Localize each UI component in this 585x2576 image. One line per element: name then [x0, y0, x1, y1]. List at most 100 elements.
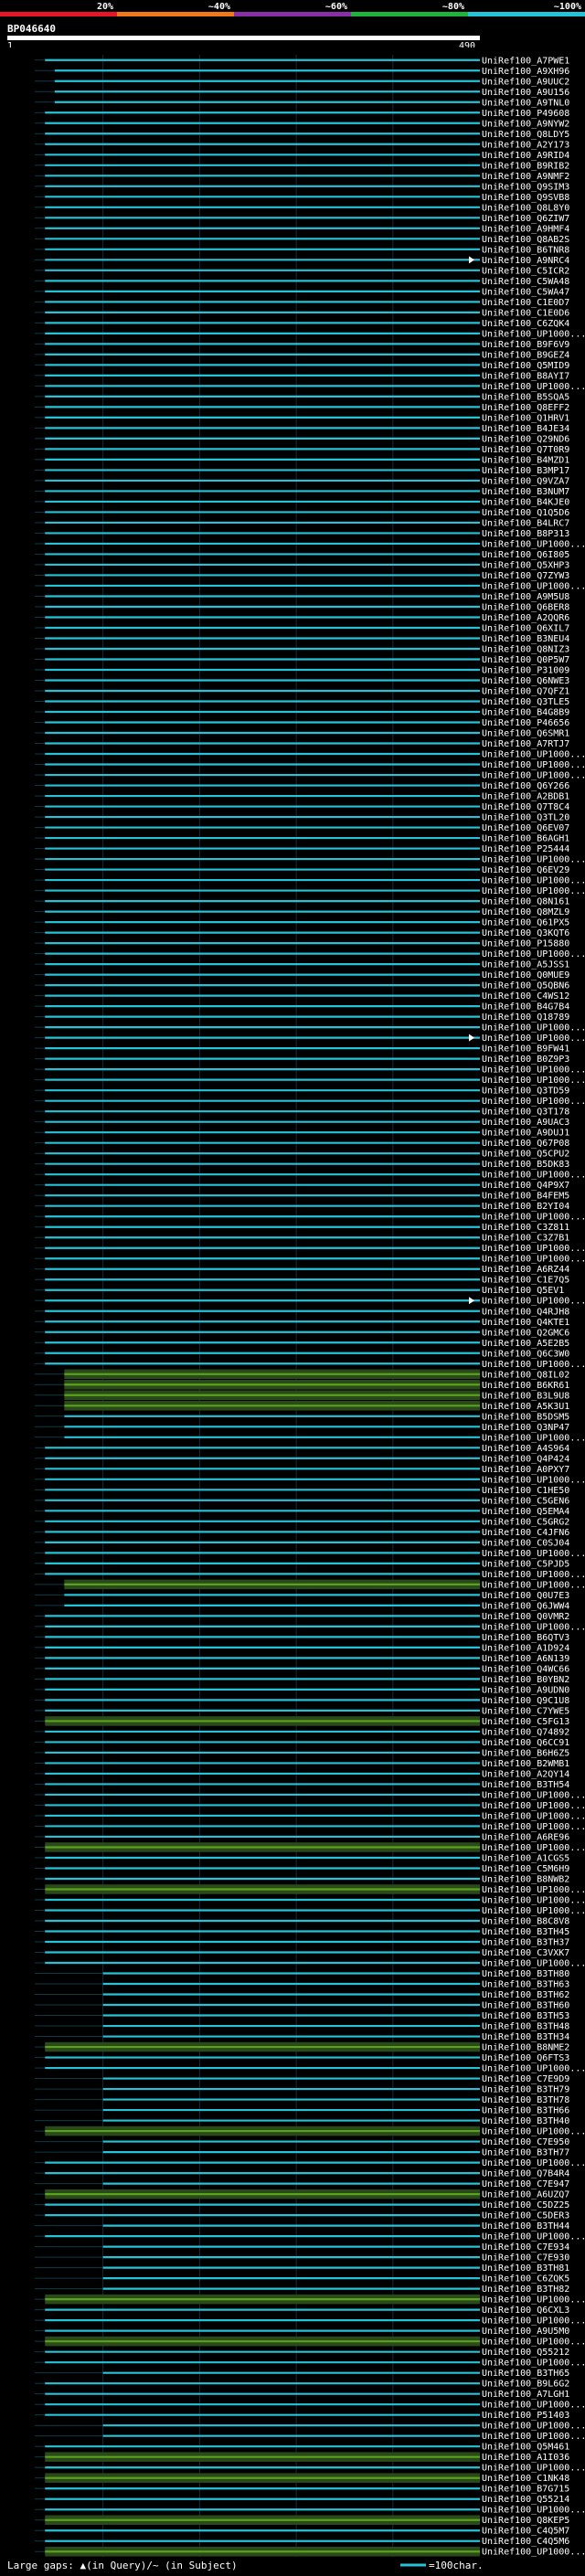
row-label[interactable]: UniRef100_Q55214: [482, 2495, 569, 2505]
row-label[interactable]: UniRef100_UP1000...: [482, 2295, 585, 2306]
row-label[interactable]: UniRef100_B8P313: [482, 529, 569, 539]
row-label[interactable]: UniRef100_UP1000...: [482, 750, 585, 760]
row-label[interactable]: UniRef100_UP1000...: [482, 1549, 585, 1559]
row-label[interactable]: UniRef100_C4WS12: [482, 991, 569, 1002]
row-label[interactable]: UniRef100_B6AGH1: [482, 834, 569, 844]
row-label[interactable]: UniRef100_A1I036: [482, 2453, 569, 2463]
row-label[interactable]: UniRef100_C5ICR2: [482, 266, 569, 276]
row-label[interactable]: UniRef100_UP1000...: [482, 1906, 585, 1916]
row-label[interactable]: UniRef100_Q8EFF2: [482, 403, 569, 413]
row-label[interactable]: UniRef100_UP1000...: [482, 2506, 585, 2516]
row-label[interactable]: UniRef100_UP1000...: [482, 1213, 585, 1223]
row-label[interactable]: UniRef100_UP1000...: [482, 949, 585, 959]
row-label[interactable]: UniRef100_Q8KEP5: [482, 2516, 569, 2526]
row-label[interactable]: UniRef100_A6N139: [482, 1654, 569, 1664]
row-label[interactable]: UniRef100_UP1000...: [482, 329, 585, 339]
row-label[interactable]: UniRef100_A7RTJ7: [482, 739, 569, 749]
row-label[interactable]: UniRef100_Q6CXL3: [482, 2306, 569, 2316]
row-label[interactable]: UniRef100_Q74892: [482, 1727, 569, 1737]
row-label[interactable]: UniRef100_A9XH96: [482, 67, 569, 77]
row-label[interactable]: UniRef100_Q8LDY5: [482, 130, 569, 140]
row-label[interactable]: UniRef100_C5M6H9: [482, 1864, 569, 1874]
row-label[interactable]: UniRef100_B4MZD1: [482, 455, 569, 465]
row-label[interactable]: UniRef100_UP1000...: [482, 771, 585, 781]
row-label[interactable]: UniRef100_A9U156: [482, 88, 569, 98]
row-label[interactable]: UniRef100_A9NYW2: [482, 119, 569, 129]
row-label[interactable]: UniRef100_B6KR61: [482, 1381, 569, 1391]
row-label[interactable]: UniRef100_Q7T0R9: [482, 445, 569, 455]
row-label[interactable]: UniRef100_UP1000...: [482, 1580, 585, 1590]
row-label[interactable]: UniRef100_Q4P9X7: [482, 1181, 569, 1191]
row-label[interactable]: UniRef100_B0Z9P3: [482, 1055, 569, 1065]
row-label[interactable]: UniRef100_B3TH37: [482, 1938, 569, 1948]
row-label[interactable]: UniRef100_UP1000...: [482, 876, 585, 886]
row-label[interactable]: UniRef100_Q55212: [482, 2348, 569, 2358]
row-label[interactable]: UniRef100_Q6C3W0: [482, 1349, 569, 1359]
row-label[interactable]: UniRef100_Q67P08: [482, 1139, 569, 1149]
row-label[interactable]: UniRef100_Q18789: [482, 1012, 569, 1023]
row-label[interactable]: UniRef100_B3TH82: [482, 2284, 569, 2295]
row-label[interactable]: UniRef100_UP1000...: [482, 1790, 585, 1800]
row-label[interactable]: UniRef100_UP1000...: [482, 1475, 585, 1485]
row-label[interactable]: UniRef100_A4S964: [482, 1444, 569, 1454]
row-label[interactable]: UniRef100_B9F6V9: [482, 340, 569, 350]
row-label[interactable]: UniRef100_Q3NP47: [482, 1423, 569, 1433]
row-label[interactable]: UniRef100_A7LGH1: [482, 2390, 569, 2400]
row-label[interactable]: UniRef100_UP1000...: [482, 1297, 585, 1307]
row-label[interactable]: UniRef100_P31009: [482, 665, 569, 675]
row-label[interactable]: UniRef100_UP1000...: [482, 855, 585, 865]
row-label[interactable]: UniRef100_A9NMF2: [482, 172, 569, 182]
row-label[interactable]: UniRef100_B3NEU4: [482, 634, 569, 644]
row-label[interactable]: UniRef100_Q5QBN6: [482, 981, 569, 991]
row-label[interactable]: UniRef100_Q6CC91: [482, 1738, 569, 1748]
row-label[interactable]: UniRef100_Q1Q5D6: [482, 508, 569, 518]
row-label[interactable]: UniRef100_A1D924: [482, 1643, 569, 1653]
row-label[interactable]: UniRef100_B6QTV3: [482, 1633, 569, 1643]
row-label[interactable]: UniRef100_B3NUM7: [482, 487, 569, 497]
row-label[interactable]: UniRef100_A6RE96: [482, 1832, 569, 1842]
row-label[interactable]: UniRef100_UP1000...: [482, 382, 585, 392]
row-label[interactable]: UniRef100_C1NK48: [482, 2474, 569, 2484]
row-label[interactable]: UniRef100_Q8MZL9: [482, 907, 569, 917]
row-label[interactable]: UniRef100_UP1000...: [482, 1801, 585, 1811]
row-label[interactable]: UniRef100_C6ZQK5: [482, 2274, 569, 2284]
row-label[interactable]: UniRef100_B3L9U8: [482, 1391, 569, 1401]
row-label[interactable]: UniRef100_Q5EMA4: [482, 1507, 569, 1517]
row-label[interactable]: UniRef100_B3TH48: [482, 2022, 569, 2032]
row-label[interactable]: UniRef100_Q7B4R4: [482, 2169, 569, 2179]
row-label[interactable]: UniRef100_Q6XIL7: [482, 623, 569, 633]
row-label[interactable]: UniRef100_C1HE50: [482, 1486, 569, 1496]
row-label[interactable]: UniRef100_B6TNR8: [482, 245, 569, 255]
row-label[interactable]: UniRef100_B8NME2: [482, 2043, 569, 2053]
row-label[interactable]: UniRef100_Q9C1U8: [482, 1696, 569, 1706]
row-label[interactable]: UniRef100_Q29ND6: [482, 434, 569, 444]
row-label[interactable]: UniRef100_A9TNL0: [482, 98, 569, 108]
row-label[interactable]: UniRef100_A9RID4: [482, 151, 569, 161]
row-label[interactable]: UniRef100_UP1000...: [482, 1065, 585, 1076]
row-label[interactable]: UniRef100_UP1000...: [482, 1023, 585, 1034]
row-label[interactable]: UniRef100_A5K3U1: [482, 1402, 569, 1412]
row-label[interactable]: UniRef100_B9FW41: [482, 1044, 569, 1055]
row-label[interactable]: UniRef100_Q6EV29: [482, 865, 569, 875]
row-label[interactable]: UniRef100_Q8IL02: [482, 1370, 569, 1380]
row-label[interactable]: UniRef100_B3TH44: [482, 2221, 569, 2231]
row-label[interactable]: UniRef100_UP1000...: [482, 1360, 585, 1370]
row-label[interactable]: UniRef100_A9UUC2: [482, 77, 569, 87]
row-label[interactable]: UniRef100_B4JE34: [482, 424, 569, 434]
row-label[interactable]: UniRef100_Q8L8Y0: [482, 203, 569, 213]
row-label[interactable]: UniRef100_A9NRC4: [482, 256, 569, 266]
row-label[interactable]: UniRef100_Q4P424: [482, 1454, 569, 1464]
row-label[interactable]: UniRef100_C5FG13: [482, 1717, 569, 1727]
row-label[interactable]: UniRef100_UP1000...: [482, 1622, 585, 1632]
row-label[interactable]: UniRef100_A9UDN0: [482, 1685, 569, 1695]
row-label[interactable]: UniRef100_A9DUJ1: [482, 1129, 569, 1139]
row-label[interactable]: UniRef100_UP1000...: [482, 1076, 585, 1086]
row-label[interactable]: UniRef100_Q5CPU2: [482, 1150, 569, 1160]
row-label[interactable]: UniRef100_C6ZQK4: [482, 319, 569, 329]
row-label[interactable]: UniRef100_UP1000...: [482, 886, 585, 896]
row-label[interactable]: UniRef100_B3TH77: [482, 2148, 569, 2158]
row-label[interactable]: UniRef100_Q0VMR2: [482, 1612, 569, 1622]
row-label[interactable]: UniRef100_UP1000...: [482, 1255, 585, 1265]
row-label[interactable]: UniRef100_C5DZ25: [482, 2200, 569, 2210]
row-label[interactable]: UniRef100_A5JSS1: [482, 960, 569, 970]
